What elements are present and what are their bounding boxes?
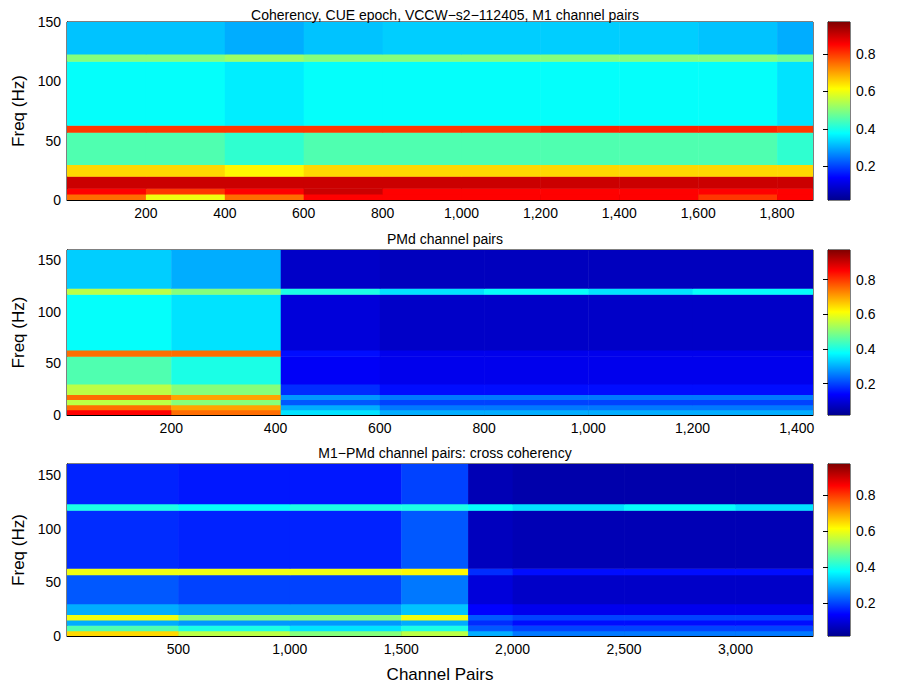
svg-text:Freq (Hz): Freq (Hz) [9, 297, 28, 369]
svg-text:100: 100 [38, 73, 62, 89]
svg-text:150: 150 [38, 252, 62, 268]
svg-text:0.8: 0.8 [856, 272, 876, 288]
svg-text:200: 200 [160, 420, 184, 436]
svg-text:200: 200 [134, 205, 158, 221]
svg-text:0.8: 0.8 [856, 487, 876, 503]
svg-text:M1−PMd channel pairs: cross co: M1−PMd channel pairs: cross coherency [318, 445, 571, 461]
svg-text:1,600: 1,600 [681, 205, 716, 221]
svg-text:1,400: 1,400 [602, 205, 637, 221]
svg-text:0.4: 0.4 [856, 559, 876, 575]
svg-text:50: 50 [45, 574, 61, 590]
svg-text:800: 800 [472, 420, 496, 436]
svg-text:0.4: 0.4 [856, 121, 876, 137]
svg-text:1,000: 1,000 [571, 420, 606, 436]
svg-text:0.6: 0.6 [856, 306, 876, 322]
svg-text:150: 150 [38, 467, 62, 483]
svg-text:Freq (Hz): Freq (Hz) [9, 514, 28, 586]
svg-text:0.2: 0.2 [856, 595, 876, 611]
svg-text:3,000: 3,000 [718, 641, 753, 657]
svg-text:50: 50 [45, 133, 61, 149]
svg-text:1,000: 1,000 [444, 205, 479, 221]
svg-text:1,800: 1,800 [760, 205, 795, 221]
svg-text:0.2: 0.2 [856, 376, 876, 392]
svg-text:100: 100 [38, 304, 62, 320]
svg-text:600: 600 [292, 205, 316, 221]
svg-text:100: 100 [38, 521, 62, 537]
svg-text:2,500: 2,500 [607, 641, 642, 657]
svg-text:1,400: 1,400 [779, 420, 814, 436]
svg-text:0: 0 [53, 628, 61, 644]
svg-text:600: 600 [368, 420, 392, 436]
svg-text:1,200: 1,200 [675, 420, 710, 436]
svg-text:500: 500 [167, 641, 191, 657]
svg-text:1,000: 1,000 [272, 641, 307, 657]
svg-text:0.6: 0.6 [856, 83, 876, 99]
svg-text:1,500: 1,500 [384, 641, 419, 657]
svg-text:150: 150 [38, 14, 62, 30]
svg-text:0: 0 [53, 407, 61, 423]
svg-text:0.8: 0.8 [856, 46, 876, 62]
svg-text:800: 800 [371, 205, 395, 221]
svg-text:0.6: 0.6 [856, 523, 876, 539]
svg-text:1,200: 1,200 [523, 205, 558, 221]
svg-text:0.4: 0.4 [856, 341, 876, 357]
svg-text:400: 400 [264, 420, 288, 436]
svg-text:0.2: 0.2 [856, 158, 876, 174]
svg-text:0: 0 [53, 192, 61, 208]
svg-text:2,000: 2,000 [495, 641, 530, 657]
svg-text:Channel Pairs: Channel Pairs [387, 665, 494, 684]
svg-text:PMd channel pairs: PMd channel pairs [387, 231, 503, 247]
svg-text:Coherency, CUE epoch, VCCW−s2−: Coherency, CUE epoch, VCCW−s2−112405, M1… [251, 7, 639, 23]
svg-text:400: 400 [213, 205, 237, 221]
svg-text:50: 50 [45, 355, 61, 371]
svg-text:Freq (Hz): Freq (Hz) [9, 75, 28, 147]
